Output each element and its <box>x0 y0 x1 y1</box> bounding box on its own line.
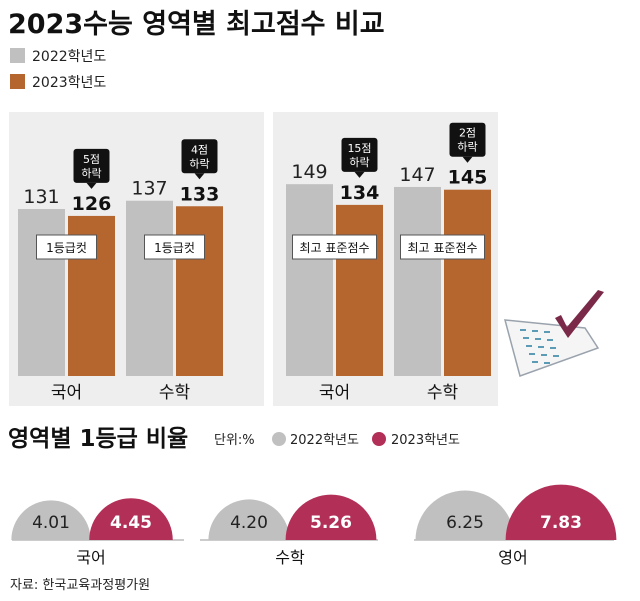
legend2-label-2022: 2022학년도 <box>290 433 359 448</box>
panel1-annotation-pointer-1 <box>194 173 205 180</box>
panel2-bar-2023-1 <box>444 189 491 376</box>
legend-label-2022: 2022학년도 <box>32 49 106 65</box>
ratio-semicircle-2022-1 <box>208 499 290 540</box>
panel2-bar-2022-0 <box>286 184 333 376</box>
panel1-value-2022-0: 131 <box>23 186 59 208</box>
checklist-paper-icon <box>503 290 604 377</box>
chart-title: 2023수능 영역별 최고점수 비교 <box>8 9 385 40</box>
panel1-annotation-pointer-0 <box>86 182 97 189</box>
panel2-value-2022-1: 147 <box>399 164 435 186</box>
section2-unit: 단위:% <box>214 433 255 448</box>
panel2-metric-label-1: 최고 표준점수 <box>407 241 477 255</box>
panel1-annotation-text-0-0: 5점 <box>83 153 100 166</box>
ratio-semicircle-2022-2 <box>415 490 515 540</box>
panel1-metric-label-box-0 <box>36 234 97 260</box>
panel2-annotation-text-1-0: 2점 <box>459 127 476 140</box>
panel2-category-0: 국어 <box>319 383 350 403</box>
ratio-value-2023-1: 5.26 <box>310 513 352 533</box>
panel1-annotation-box-0 <box>73 148 110 183</box>
semis-layer: 4.01 4.45 국어 4.20 5.26 수학 6.25 7.83 영어 <box>11 484 617 567</box>
ratio-value-2022-0: 4.01 <box>32 513 70 533</box>
panel1-bar-2022-0 <box>18 209 65 376</box>
panel2-value-2023-1: 145 <box>448 167 488 189</box>
panel2-bar-2023-0 <box>336 204 383 376</box>
ratio-value-2023-2: 7.83 <box>540 513 582 533</box>
ratio-value-2023-0: 4.45 <box>110 513 152 533</box>
panel2-bar-2022-1 <box>394 186 441 376</box>
ratio-category-1: 수학 <box>275 548 305 567</box>
ratio-semicircle-2022-0 <box>11 500 91 540</box>
panel2-annotation-box-0 <box>341 137 378 172</box>
panel2-value-2023-0: 134 <box>340 182 380 204</box>
legend2-swatch-2023 <box>372 432 386 446</box>
panel2-category-1: 수학 <box>427 383 459 403</box>
ratio-semicircle-2023-1 <box>285 494 377 540</box>
panel2-annotation-pointer-0 <box>354 171 365 178</box>
section2-title: 영역별 1등급 비율 <box>8 426 188 452</box>
panel1-value-2022-1: 137 <box>131 178 167 200</box>
panel2-annotation-pointer-1 <box>462 156 473 163</box>
panel1-metric-label-box-1 <box>144 234 205 260</box>
panel2-annotation-text-1-1: 하락 <box>457 140 477 154</box>
panel1-category-0: 국어 <box>51 383 82 403</box>
ratio-category-2: 영어 <box>498 548 527 567</box>
panel1-category-1: 수학 <box>159 383 191 403</box>
legend-swatch-2022 <box>10 48 25 63</box>
panel1-annotation-box-1 <box>181 139 218 174</box>
panel2-value-2022-0: 149 <box>291 161 327 183</box>
panel1-value-2023-1: 133 <box>180 183 220 205</box>
panel1-metric-label-0: 1등급컷 <box>46 241 87 255</box>
panel2-annotation-text-0-1: 하락 <box>349 155 369 169</box>
legend-label-2023: 2023학년도 <box>32 75 106 91</box>
panel1-annotation-text-0-1: 하락 <box>81 166 101 180</box>
panel2-metric-label-box-0 <box>292 234 377 260</box>
legend2-swatch-2022 <box>272 432 286 446</box>
panel1-annotation-text-1-1: 하락 <box>189 156 209 170</box>
source-note: 자료: 한국교육과정평가원 <box>10 578 150 593</box>
panel2-annotation-text-0-0: 15점 <box>347 142 371 155</box>
panel2-metric-label-0: 최고 표준점수 <box>299 241 369 255</box>
panel1-metric-label-1: 1등급컷 <box>154 241 195 255</box>
panel2-annotation-box-1 <box>449 122 486 157</box>
panel1-annotation-text-1-0: 4점 <box>191 143 208 156</box>
ratio-semicircle-2023-0 <box>89 498 173 540</box>
legend2-label-2023: 2023학년도 <box>391 433 460 448</box>
legend-swatch-2023 <box>10 74 25 89</box>
ratio-category-0: 국어 <box>76 548 105 567</box>
panel2-metric-label-box-1 <box>400 234 485 260</box>
panel1-value-2023-0: 126 <box>72 193 112 215</box>
ratio-semicircle-2023-2 <box>505 484 617 540</box>
ratio-value-2022-2: 6.25 <box>446 513 484 533</box>
panel1-bar-2022-1 <box>126 200 173 376</box>
ratio-value-2022-1: 4.20 <box>230 513 268 533</box>
panel1-bar-2023-1 <box>176 206 223 376</box>
